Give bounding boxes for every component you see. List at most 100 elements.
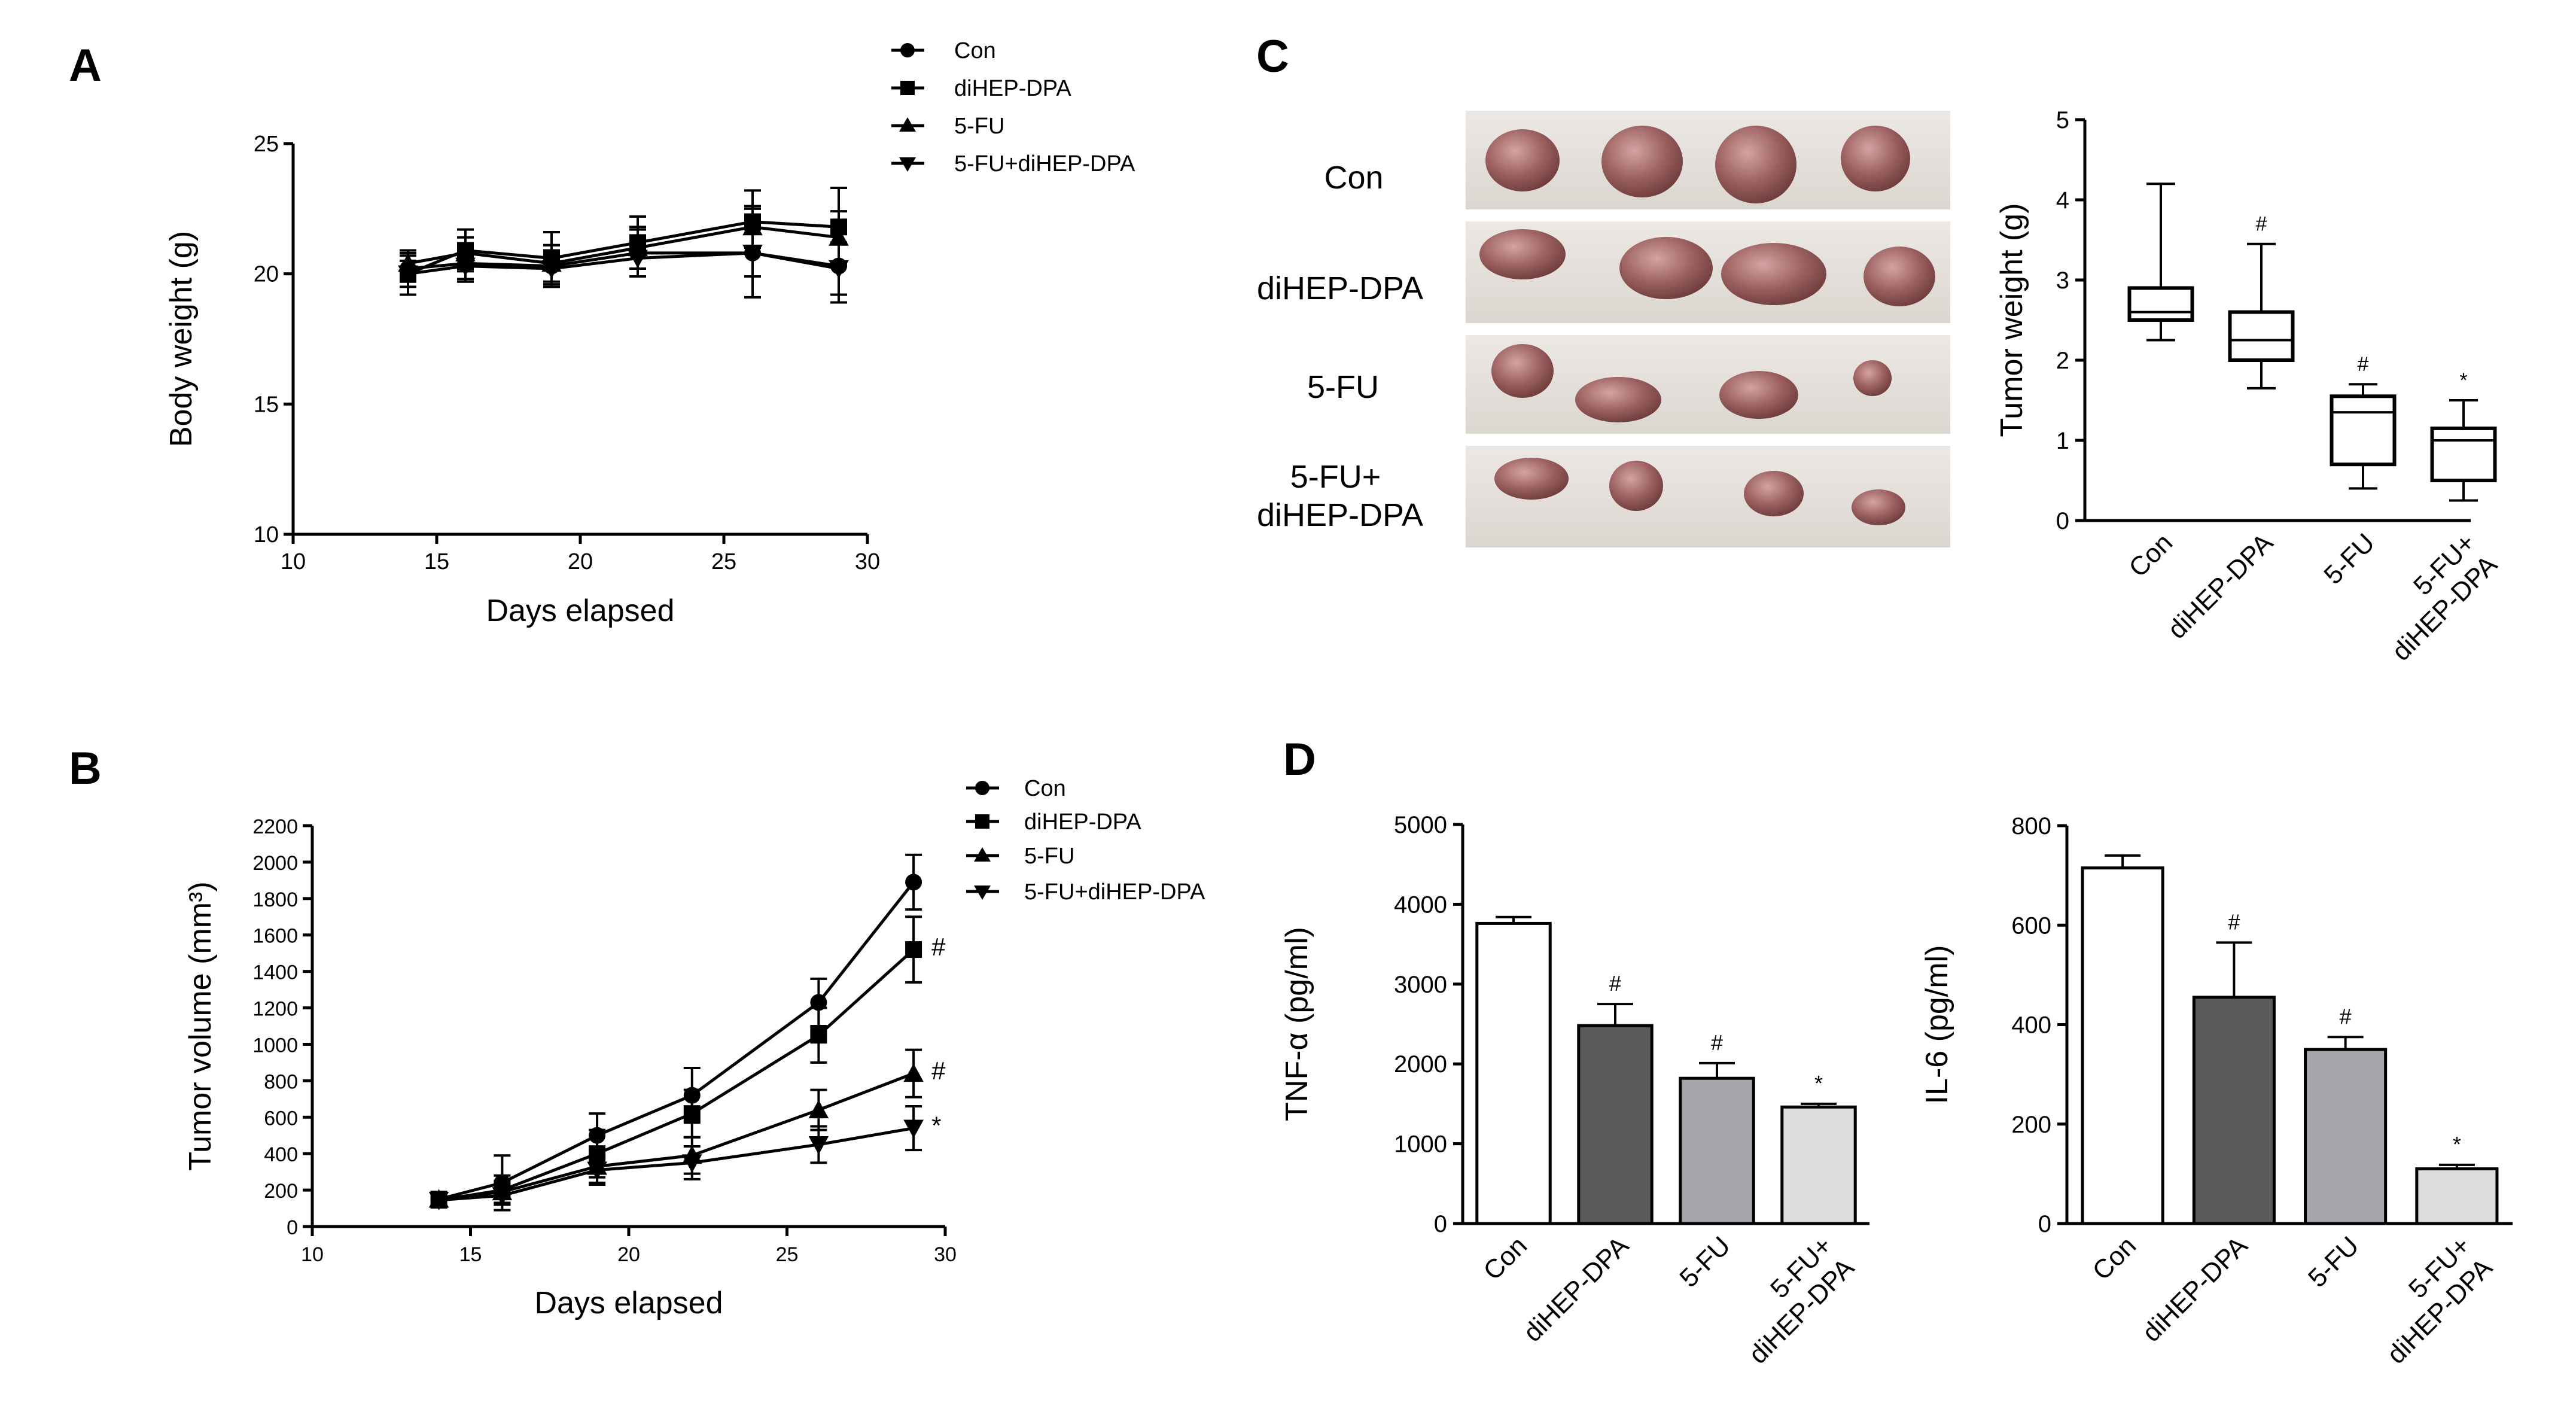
category-label-line: Con [2087,1231,2142,1286]
significance-mark: # [2358,353,2369,376]
y-tick-label: 5 [2056,107,2069,133]
category-label-line: 5-FU [2303,1231,2365,1293]
tumor-volume-chart: 0 200 400 600 800 1000 1200 1400 1600 1800 2000 220… [183,815,957,1320]
tumor-image [1721,243,1826,305]
y-tick-label: 10 [254,522,279,547]
category-label: 5-FU+diHEP-DPA [2359,1231,2498,1370]
photo-row-label-dihep-dpa: diHEP-DPA [1257,270,1423,306]
bar-3: * [1780,1071,1857,1225]
category-label: diHEP-DPA [2137,1231,2254,1347]
significance-mark: # [1609,971,1621,996]
x-axis-label: Days elapsed [534,1286,723,1320]
legend-label: 5-FU [954,114,1004,139]
data-point [808,1100,829,1119]
x-tick-label: 25 [776,1243,799,1266]
bar [1780,1105,1857,1225]
il-6-bar-chart: 0 200 400 600 800 IL-6 (pg/ml) Con # diHEP-DPA #5… [1920,813,2513,1370]
x-tick-label: 10 [281,549,306,574]
significance-mark: * [931,1112,941,1140]
data-point [829,227,849,246]
data-point [587,1161,607,1180]
y-tick-label: 2000 [252,852,298,875]
category-label-line: Con [2123,528,2178,583]
bar-0 [1475,915,1552,1225]
y-tick-label: 1 [2056,428,2069,454]
data-point [541,260,562,279]
y-axis-label: Tumor volume (mm³) [183,881,218,1170]
tumor-weight-boxplot: 0 1 2 3 4 5 Tumor weight (g) Con # diHEP-DPA #5-FU… [1995,107,2503,667]
legend-marker-square [975,814,989,829]
category-label-line: Con [1478,1231,1533,1286]
x-tick-label: 20 [617,1243,640,1266]
bar [1679,1076,1755,1225]
y-tick-label: 1400 [252,961,298,984]
data-point [810,994,827,1011]
y-tick-label: 1800 [252,888,298,911]
tumor-photos: Con diHEP-DPA 5-FU 5-FU+ diHEP-DPA [1257,111,1950,547]
series-line [439,1072,914,1201]
legend-label: diHEP-DPA [1024,810,1141,835]
box-iqr [2430,426,2497,483]
data-point [905,874,922,891]
data-point [829,260,849,279]
panel-label-b: B [69,743,102,794]
data-point [808,1136,829,1155]
y-tick-label: 200 [2011,1112,2051,1138]
data-point [905,941,922,958]
tumor-image [1575,377,1661,422]
bar-1: # [2192,909,2276,1225]
y-axis-label: TNF-α (pg/ml) [1280,927,1314,1121]
significance-mark: * [2459,369,2467,392]
photo-row-label-con: Con [1324,160,1383,196]
body-weight-legend: Con diHEP-DPA 5-FU 5-FU+diHEP-DPA [891,38,1135,177]
bar [1577,1024,1654,1225]
y-tick-label: 800 [264,1070,298,1093]
bar [2304,1048,2388,1225]
y-tick-label: 2 [2056,348,2069,374]
x-tick-label: 20 [568,549,593,574]
panel-label-d: D [1283,734,1316,785]
data-point [810,1027,827,1044]
tumor-image [1491,344,1554,398]
category-label: 5-FU+diHEP-DPA [2364,528,2503,667]
bar [1475,921,1552,1225]
significance-mark: # [931,1057,946,1085]
tumor-image [1715,126,1796,203]
tumor-image [1485,129,1560,191]
tumor-image [1479,229,1566,279]
x-tick-label: 15 [459,1243,482,1266]
y-tick-label: 4 [2056,187,2069,214]
tumor-image [1852,489,1905,525]
photo-row-5-fu [1466,335,1950,434]
box-3: * [2430,369,2497,502]
data-point [492,1187,513,1206]
category-label-line: diHEP-DPA [2162,528,2279,644]
panel-label-c: C [1256,31,1289,82]
x-tick-label: 25 [711,549,736,574]
y-tick-label: 600 [264,1107,298,1130]
legend-label: Con [954,38,996,63]
category-label-line: 5-FU [2318,528,2380,590]
legend-label: 5-FU [1024,844,1074,869]
legend-label: 5-FU+diHEP-DPA [1024,880,1205,905]
legend-item-con: Con [891,38,996,63]
significance-mark: * [2453,1132,2461,1157]
y-tick-label: 600 [2011,912,2051,939]
category-label: Con [2123,528,2178,583]
box-iqr [2228,310,2295,362]
legend-label: diHEP-DPA [954,76,1071,101]
legend-item-dihep-dpa: diHEP-DPA [966,810,1141,835]
tnf-alpha-bar-chart: 0 1000 2000 3000 4000 5000 TNF-α (pg/ml) Con # di… [1280,812,1869,1370]
legend-marker-square [900,81,915,95]
category-label-line: diHEP-DPA [1518,1231,1634,1347]
y-tick-label: 25 [254,132,279,157]
significance-mark: # [2228,909,2240,934]
y-tick-label: 4000 [1394,891,1447,918]
series-line [438,881,915,1201]
series-line [407,251,839,276]
data-point [903,1119,924,1139]
bar [2192,996,2276,1225]
tumor-volume-legend: Con diHEP-DPA 5-FU 5-FU+diHEP-DPA [966,776,1205,905]
significance-mark: # [1711,1030,1723,1055]
y-tick-label: 400 [2011,1012,2051,1039]
